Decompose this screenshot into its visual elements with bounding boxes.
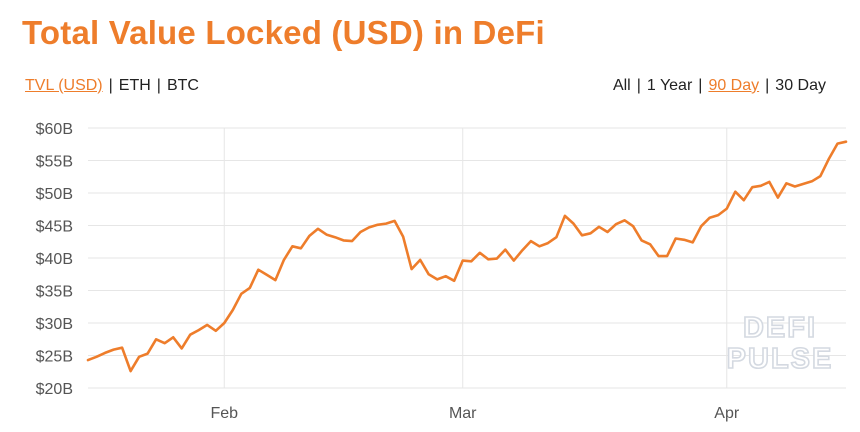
y-tick-label: $25B [36, 349, 73, 366]
y-tick-label: $50B [36, 186, 73, 203]
range-30-day[interactable]: 30 Day [775, 77, 826, 94]
y-tick-label: $40B [36, 251, 73, 268]
watermark-line-2: PULSE [727, 343, 834, 375]
range-all[interactable]: All [612, 77, 631, 94]
tvl-series-line [86, 140, 848, 373]
x-tick-label: Apr [714, 405, 740, 422]
range-90-day[interactable]: 90 Day [708, 77, 760, 94]
separator: | [636, 77, 641, 94]
range-1-year[interactable]: 1 Year [646, 77, 693, 94]
y-axis-labels: $20B $25B $30B $35B $40B $45B $50B $55B $60B [36, 121, 73, 398]
tab-eth[interactable]: ETH [118, 77, 151, 94]
x-tick-label: Mar [449, 405, 477, 422]
x-tick-label: Feb [210, 405, 238, 422]
separator: | [156, 77, 161, 94]
separator: | [108, 77, 113, 94]
y-tick-label: $30B [36, 316, 73, 333]
y-tick-label: $35B [36, 284, 73, 301]
y-tick-label: $60B [36, 121, 73, 138]
tab-btc[interactable]: BTC [166, 77, 199, 94]
page-title: Total Value Locked (USD) in DeFi [22, 14, 545, 51]
separator: | [698, 77, 703, 94]
range-selector: All | 1 Year | 90 Day | 30 Day [613, 77, 826, 95]
separator: | [765, 77, 770, 94]
watermark-line-1: DEFI [743, 312, 817, 344]
y-tick-label: $45B [36, 219, 73, 236]
tab-tvl-usd[interactable]: TVL (USD) [25, 77, 103, 94]
watermark: DEFI PULSE [726, 311, 834, 376]
chart-grid [88, 127, 846, 389]
y-tick-label: $20B [36, 381, 73, 398]
x-axis-labels: Feb Mar Apr [210, 405, 739, 422]
metric-selector: TVL (USD) | ETH | BTC [25, 77, 199, 95]
y-tick-label: $55B [36, 154, 73, 171]
